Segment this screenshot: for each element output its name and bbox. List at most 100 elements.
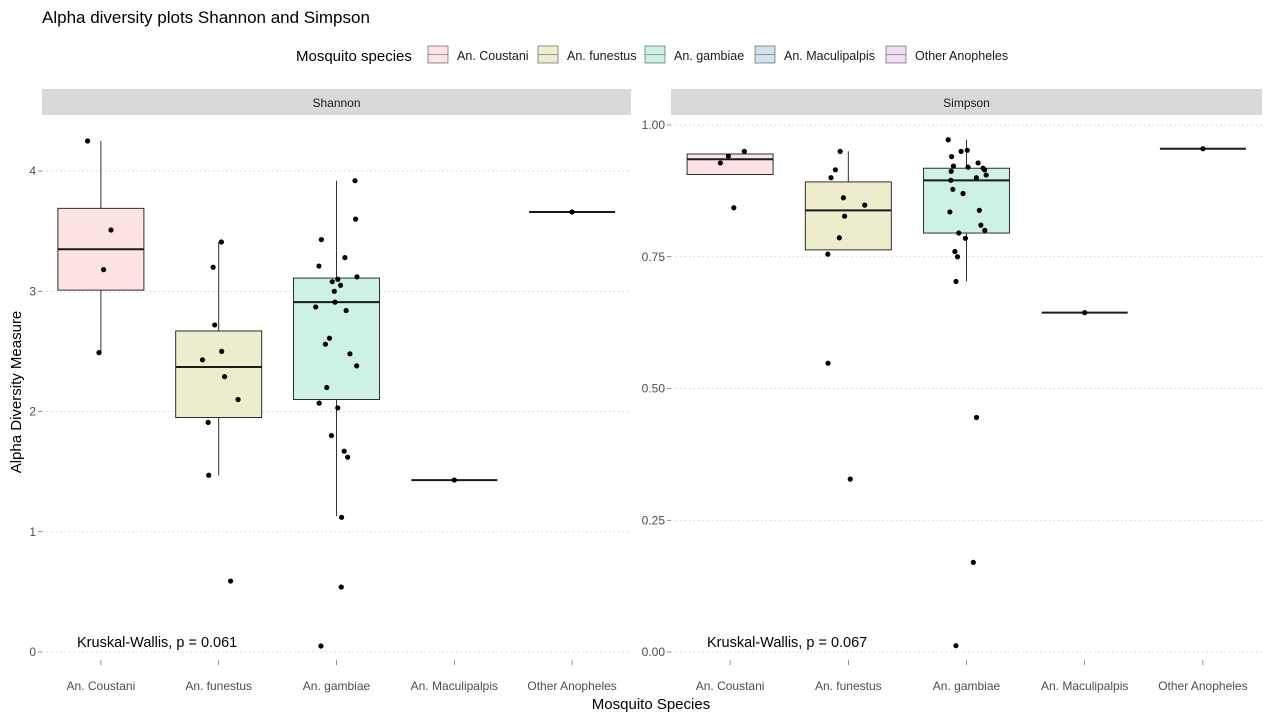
data-point — [199, 357, 206, 363]
panel-simpson: Simpson 0.00 0.25 0.50 0.75 1.00 An. Coustani A… — [642, 89, 1262, 693]
data-point — [945, 137, 951, 143]
y-tick-label: 4 — [29, 164, 36, 178]
data-point — [353, 216, 359, 222]
box-an-coustani — [57, 141, 145, 353]
box-an-gambiae — [293, 180, 380, 517]
x-tick-label-an-gambiae: An. gambiae — [303, 679, 371, 693]
data-point — [235, 396, 241, 403]
data-point — [212, 322, 218, 328]
data-point — [828, 175, 834, 181]
data-point — [953, 643, 959, 649]
data-point — [335, 405, 341, 411]
data-point — [339, 514, 345, 520]
data-point — [837, 148, 843, 154]
data-point — [978, 222, 984, 228]
legend-label-an-coustani: An. Coustani — [457, 49, 529, 63]
data-point — [318, 236, 324, 243]
legend-item-an-funestus: An. funestus — [537, 45, 637, 64]
x-tick-label-other-anopheles: Other Anopheles — [1158, 679, 1247, 693]
legend-item-an-maculipalpis: An. Maculipalpis — [754, 45, 875, 64]
data-point — [950, 186, 956, 192]
data-point — [953, 278, 959, 285]
data-point — [210, 264, 216, 270]
y-tick-label: 3 — [29, 284, 36, 298]
x-tick-label-an-coustani: An. Coustani — [67, 679, 136, 693]
data-point — [227, 578, 234, 584]
data-point — [318, 643, 324, 649]
data-point — [956, 230, 962, 236]
data-point — [952, 248, 958, 255]
data-point — [832, 167, 838, 173]
x-tick-label-an-funestus: An. funestus — [185, 679, 252, 693]
data-point — [337, 282, 344, 288]
data-point — [218, 239, 224, 245]
data-point — [332, 299, 338, 305]
data-point — [948, 177, 954, 183]
data-point — [983, 172, 989, 178]
strip-background — [42, 89, 631, 115]
data-point — [96, 350, 102, 356]
box-body — [175, 330, 263, 418]
data-point — [347, 351, 353, 357]
data-point — [221, 374, 228, 380]
data-point — [326, 335, 333, 341]
legend-item-an-coustani: An. Coustani — [427, 45, 529, 64]
data-point — [205, 419, 211, 425]
data-point — [948, 168, 954, 174]
data-point — [725, 153, 731, 159]
legend-item-an-gambiae: An. gambiae — [644, 45, 744, 64]
data-point — [836, 235, 842, 241]
legend-title: Mosquito species — [296, 48, 412, 65]
legend: Mosquito species An. Coustani An. funestu… — [296, 45, 1008, 65]
data-point — [345, 454, 351, 460]
x-tick-label-an-funestus: An. funestus — [815, 679, 882, 693]
data-point — [108, 227, 114, 233]
data-point — [862, 202, 868, 208]
strip-label-shannon: Shannon — [312, 96, 360, 110]
data-point — [328, 432, 335, 439]
data-point — [354, 363, 360, 369]
data-point — [841, 213, 848, 219]
y-tick-label: 0.50 — [642, 382, 666, 396]
data-point — [973, 414, 980, 421]
strip-background — [671, 89, 1262, 115]
data-point — [324, 384, 330, 391]
data-point — [847, 476, 853, 482]
data-point — [316, 263, 322, 269]
kruskal-wallis-annotation: Kruskal-Wallis, p = 0.061 — [77, 635, 237, 651]
data-point — [322, 341, 329, 347]
data-point — [338, 584, 344, 590]
data-point — [731, 205, 737, 211]
facet-panels: Shannon 0 1 2 3 4 An. Coustani An. funestus An. … — [29, 89, 1262, 693]
box-an-coustani — [686, 153, 774, 175]
data-point — [1200, 146, 1206, 152]
data-point — [316, 400, 322, 406]
legend-label-an-funestus: An. funestus — [567, 49, 637, 63]
data-point — [950, 163, 957, 169]
box-an-funestus — [175, 241, 263, 476]
chart-title: Alpha diversity plots Shannon and Simpso… — [42, 8, 370, 27]
data-point — [825, 251, 831, 257]
y-tick-label: 0.00 — [642, 645, 666, 659]
data-point — [335, 276, 341, 282]
strip-label-simpson: Simpson — [943, 96, 990, 110]
data-point — [973, 175, 979, 181]
box-an-gambiae — [923, 139, 1010, 282]
y-tick-label: 0.25 — [642, 513, 666, 527]
legend-label-other-anopheles: Other Anopheles — [915, 49, 1008, 63]
data-point — [354, 274, 360, 280]
y-tick-label: 0 — [29, 645, 36, 659]
box-body — [293, 277, 380, 400]
data-point — [569, 209, 575, 215]
data-point — [964, 147, 970, 153]
y-tick-label: 0.75 — [642, 250, 666, 264]
data-point — [976, 207, 982, 213]
data-point — [219, 348, 225, 355]
data-point — [825, 360, 831, 366]
data-point — [331, 288, 337, 294]
data-point — [948, 154, 955, 160]
x-tick-label-an-coustani: An. Coustani — [696, 679, 765, 693]
data-point — [981, 167, 988, 173]
y-axis-title: Alpha Diversity Measure — [8, 311, 25, 474]
